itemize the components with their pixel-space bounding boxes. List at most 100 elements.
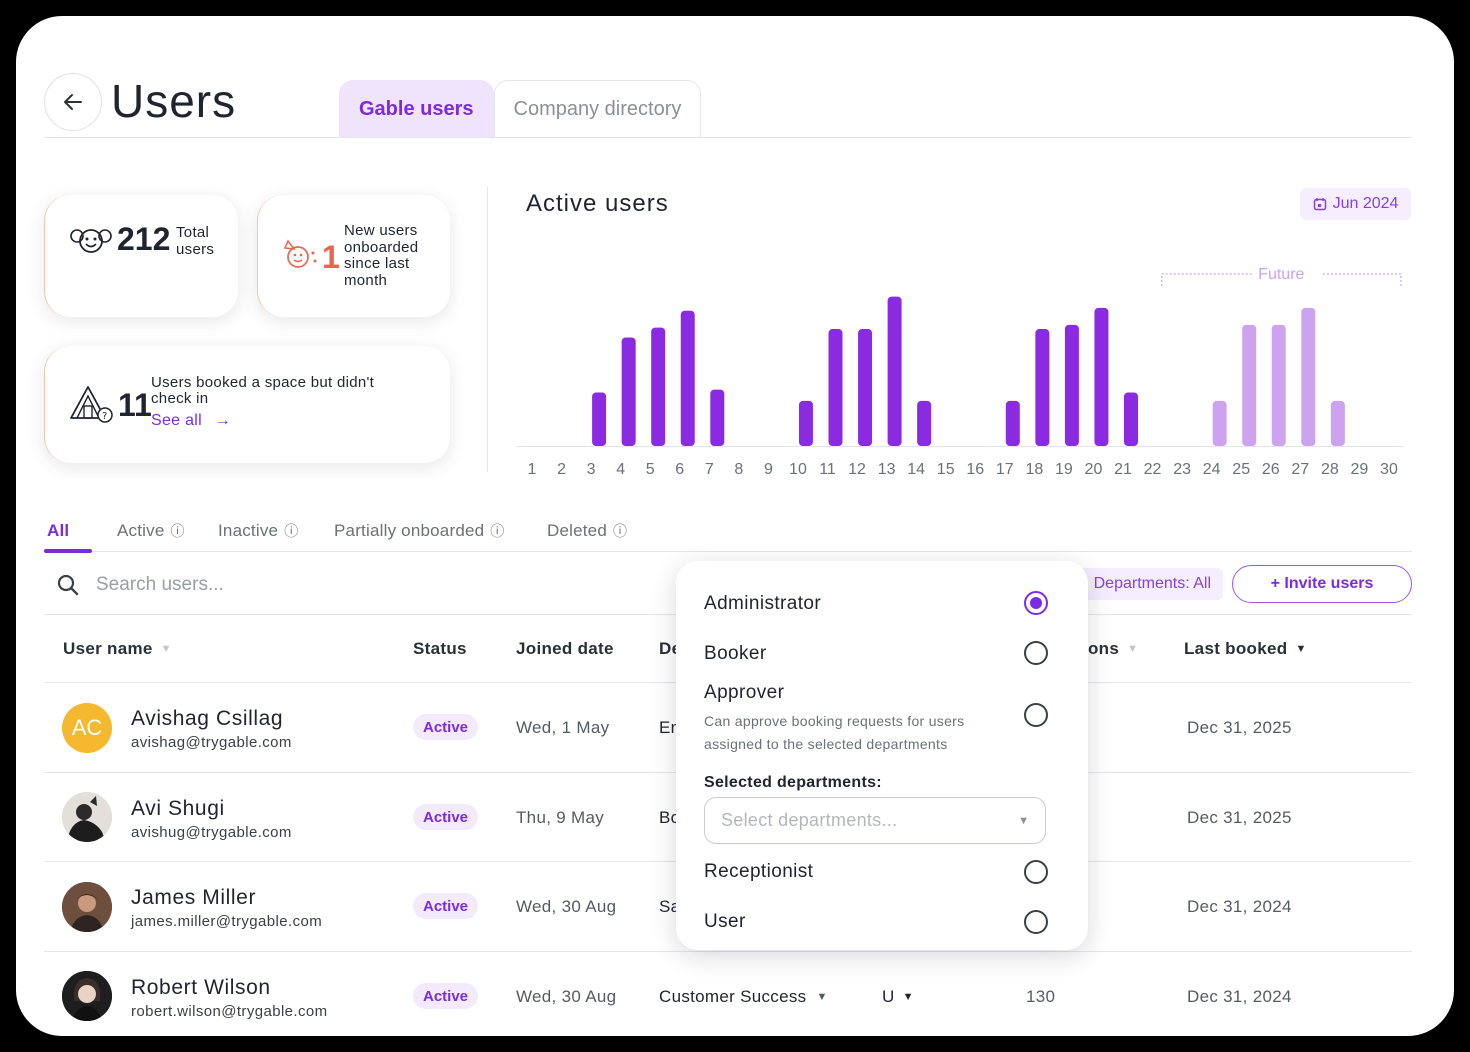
department[interactable]: En bbox=[659, 718, 681, 737]
departments-select[interactable]: Select departments... ▼ bbox=[704, 797, 1046, 844]
x-tick-label: 26 bbox=[1262, 461, 1280, 478]
bar-day-3[interactable] bbox=[592, 392, 607, 446]
filter-tabs-divider bbox=[44, 551, 1412, 552]
sort-caret-icon: ▼ bbox=[1295, 643, 1307, 655]
filter-tab-all[interactable]: All bbox=[47, 521, 69, 541]
col-permissions[interactable]: ons ▼ bbox=[1088, 639, 1138, 659]
x-tick-label: 16 bbox=[966, 461, 984, 478]
arrow-right-icon: → bbox=[214, 412, 232, 429]
department-dropdown[interactable]: Customer Success ▼ bbox=[659, 987, 828, 1007]
bar-day-11[interactable] bbox=[828, 329, 843, 446]
role-option-approver-label[interactable]: Approver bbox=[704, 682, 785, 703]
no-checkin-card: ? 11 Users booked a space but didn't che… bbox=[44, 346, 450, 463]
x-tick-label: 8 bbox=[734, 461, 743, 478]
search-icon bbox=[57, 574, 79, 596]
month-label: Jun 2024 bbox=[1332, 195, 1399, 212]
bar-day-25[interactable] bbox=[1242, 324, 1257, 446]
total-users-card: 212 Total users bbox=[44, 195, 238, 317]
filter-tab-active[interactable]: Active ⓘ bbox=[117, 521, 185, 541]
role-radio-user[interactable] bbox=[1024, 910, 1048, 934]
new-users-label-2: onboarded bbox=[344, 238, 419, 256]
filter-tab-partially-onboarded[interactable]: Partially onboarded ⓘ bbox=[334, 521, 505, 541]
bar-day-13[interactable] bbox=[887, 296, 902, 446]
x-tick-label: 4 bbox=[616, 461, 625, 478]
role-option-administrator-label[interactable]: Administrator bbox=[704, 593, 822, 614]
search-input[interactable] bbox=[94, 573, 618, 597]
bar-day-14[interactable] bbox=[917, 400, 932, 446]
col-joined-date[interactable]: Joined date bbox=[516, 639, 614, 659]
filter-tab-deleted-label: Deleted bbox=[547, 521, 607, 540]
bar-day-27[interactable] bbox=[1301, 307, 1316, 446]
bar-day-24[interactable] bbox=[1212, 400, 1227, 446]
role-radio-booker[interactable] bbox=[1024, 641, 1048, 665]
x-tick-label: 9 bbox=[764, 461, 773, 478]
active-tab-indicator bbox=[44, 549, 92, 553]
bar-day-19[interactable] bbox=[1064, 324, 1079, 446]
users-group-icon bbox=[70, 229, 112, 253]
filter-tab-inactive[interactable]: Inactive ⓘ bbox=[218, 521, 298, 541]
new-users-card: 1 New users onboarded since last month bbox=[257, 195, 450, 317]
filter-tab-deleted[interactable]: Deleted ⓘ bbox=[547, 521, 627, 541]
arrow-left-icon bbox=[64, 94, 82, 110]
role-radio-administrator[interactable] bbox=[1024, 591, 1048, 615]
party-face-icon bbox=[283, 239, 317, 268]
department[interactable]: Bo bbox=[659, 808, 681, 827]
bar-day-28[interactable] bbox=[1330, 400, 1345, 446]
bar-day-20[interactable] bbox=[1094, 307, 1109, 446]
role-option-booker-label[interactable]: Booker bbox=[704, 643, 767, 664]
col-department[interactable]: De bbox=[659, 639, 681, 659]
user-name[interactable]: Avi Shugi bbox=[131, 797, 225, 820]
bar-day-18[interactable] bbox=[1035, 329, 1050, 446]
new-users-label-3: since last bbox=[344, 255, 410, 272]
col-last-booked[interactable]: Last booked ▼ bbox=[1184, 639, 1307, 659]
bar-day-5[interactable] bbox=[651, 327, 666, 446]
user-email: avishag@trygable.com bbox=[131, 734, 292, 751]
x-tick-label: 5 bbox=[646, 461, 655, 478]
see-all-label: See all bbox=[151, 412, 203, 429]
avatar: AC bbox=[62, 703, 112, 753]
departments-filter[interactable]: Departments: All bbox=[1073, 568, 1223, 600]
last-booked: Dec 31, 2025 bbox=[1187, 718, 1292, 737]
info-icon: ⓘ bbox=[284, 523, 299, 539]
total-users-label-1: Total bbox=[176, 224, 210, 241]
x-tick-label: 30 bbox=[1380, 461, 1398, 478]
col-user-name[interactable]: User name ▼ bbox=[63, 639, 172, 659]
col-department-label: De bbox=[659, 639, 682, 658]
top-tabs: Gable users Company directory bbox=[339, 80, 702, 138]
bar-day-26[interactable] bbox=[1271, 324, 1286, 446]
chart-title: Active users bbox=[526, 190, 669, 217]
user-name[interactable]: James Miller bbox=[131, 886, 257, 909]
x-tick-label: 12 bbox=[848, 461, 866, 478]
user-name[interactable]: Avishag Csillag bbox=[131, 707, 284, 730]
role-option-receptionist-label[interactable]: Receptionist bbox=[704, 861, 814, 882]
role-radio-approver[interactable] bbox=[1024, 703, 1048, 727]
tab-gable-users[interactable]: Gable users bbox=[339, 80, 494, 138]
bar-day-21[interactable] bbox=[1124, 392, 1138, 446]
role-option-user-label[interactable]: User bbox=[704, 911, 746, 932]
department[interactable]: Sa bbox=[659, 897, 681, 916]
role-radio-receptionist[interactable] bbox=[1024, 860, 1048, 884]
new-users-value: 1 bbox=[322, 239, 340, 275]
status-badge: Active bbox=[413, 983, 478, 1009]
bar-day-6[interactable] bbox=[680, 310, 695, 446]
joined-date: Wed, 30 Aug bbox=[516, 897, 617, 916]
bookings-count: 130 bbox=[1026, 987, 1056, 1006]
user-name[interactable]: Robert Wilson bbox=[131, 976, 271, 999]
bar-day-12[interactable] bbox=[858, 329, 873, 446]
role-dropdown[interactable]: U ▼ bbox=[882, 987, 914, 1007]
user-email: avishug@trygable.com bbox=[131, 824, 292, 841]
see-all-link[interactable]: See all → bbox=[151, 412, 231, 430]
bar-day-4[interactable] bbox=[621, 337, 636, 447]
bar-day-7[interactable] bbox=[710, 389, 725, 446]
page-title: Users bbox=[111, 75, 237, 127]
status-badge: Active bbox=[413, 804, 478, 830]
bar-day-17[interactable] bbox=[1005, 400, 1020, 446]
info-icon: ⓘ bbox=[613, 523, 628, 539]
invite-users-button[interactable]: + Invite users bbox=[1232, 565, 1412, 603]
month-picker[interactable]: Jun 2024 bbox=[1300, 188, 1411, 220]
back-button[interactable] bbox=[44, 73, 102, 131]
col-status-label: Status bbox=[413, 639, 467, 658]
tab-company-directory[interactable]: Company directory bbox=[493, 80, 702, 138]
bar-day-10[interactable] bbox=[798, 400, 813, 446]
